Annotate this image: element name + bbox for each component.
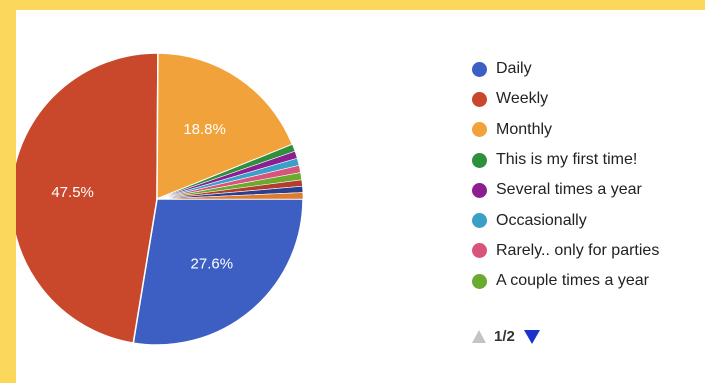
legend-item[interactable]: Occasionally <box>472 205 704 235</box>
legend-dot-icon <box>472 61 487 77</box>
legend-dot-icon <box>472 91 487 107</box>
legend-label: A couple times a year <box>496 272 649 290</box>
pie-slice-monthly[interactable] <box>156 52 294 201</box>
legend-dot-icon <box>472 182 487 198</box>
legend-label: Several times a year <box>496 181 642 199</box>
legend-label: Monthly <box>496 120 553 138</box>
slice-label: 47.5% <box>51 184 94 201</box>
legend-dot-icon <box>472 152 487 168</box>
legend-pager: 1/2 <box>472 328 540 345</box>
pie-slice-weekly[interactable] <box>16 52 159 344</box>
triangle-up-icon[interactable] <box>472 330 486 343</box>
legend-label: Occasionally <box>496 211 587 229</box>
pie-slice-other-10[interactable] <box>156 192 304 200</box>
legend-dot-icon <box>472 213 487 229</box>
pager-text: 1/2 <box>494 328 515 345</box>
slice-label: 18.8% <box>183 121 226 138</box>
legend-label: Weekly <box>496 90 549 108</box>
chart-card: 27.6% 47.5% 18.8% Daily Weekly Monthly This i… <box>16 10 705 383</box>
legend-item[interactable]: Rarely.. only for parties <box>472 236 704 266</box>
legend-item[interactable]: Weekly <box>472 84 704 114</box>
legend-label: This is my first time! <box>496 151 638 169</box>
legend-item[interactable]: Daily <box>472 54 704 84</box>
legend-item[interactable]: This is my first time! <box>472 145 704 175</box>
legend: Daily Weekly Monthly This is my first time!… <box>472 54 704 296</box>
legend-item[interactable]: Monthly <box>472 115 704 145</box>
legend-item[interactable]: Several times a year <box>472 175 704 205</box>
legend-label: Daily <box>496 60 532 78</box>
legend-dot-icon <box>472 273 487 289</box>
slice-label: 27.6% <box>191 256 234 273</box>
pie-chart: 27.6% 47.5% 18.8% <box>16 52 304 346</box>
legend-item[interactable]: A couple times a year <box>472 266 704 296</box>
legend-dot-icon <box>472 243 487 259</box>
pie-slice-daily[interactable] <box>132 198 304 346</box>
legend-dot-icon <box>472 122 487 138</box>
triangle-down-icon[interactable] <box>523 329 540 344</box>
legend-label: Rarely.. only for parties <box>496 241 660 259</box>
